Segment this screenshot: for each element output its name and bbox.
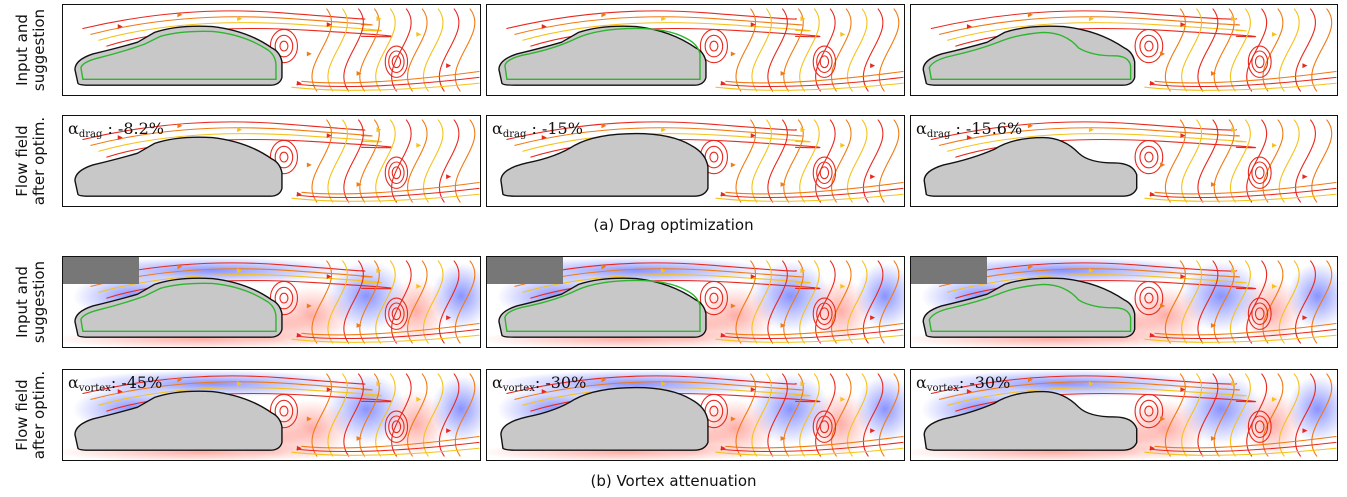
suggestion-outline — [928, 283, 1132, 333]
suggestion-outline — [80, 30, 277, 81]
alpha-vortex-2: αvortex: -30% — [492, 373, 587, 394]
panel-vortex-input-3 — [910, 256, 1338, 348]
row-label-line-2: after optim. — [30, 370, 49, 460]
arrow-markers — [117, 264, 452, 338]
alpha-vortex-1: αvortex: -45% — [68, 373, 163, 394]
row-label-after-vortex: Flow field after optim. — [0, 369, 62, 461]
arrow-markers — [966, 264, 1308, 338]
vorticity-region — [1241, 277, 1303, 345]
car-silhouette — [74, 136, 283, 197]
car-silhouette — [500, 386, 709, 451]
row-label-after-drag: Flow field after optim. — [0, 115, 62, 207]
vorticity-region — [810, 390, 871, 458]
shape-thumbnail-inset — [63, 257, 139, 284]
shape-thumbnail-inset — [487, 257, 563, 284]
alpha-vortex-3: αvortex: -30% — [916, 373, 1011, 394]
flow-field-plot — [911, 257, 1337, 347]
car-silhouette — [74, 390, 283, 451]
alpha-drag-2: αdrag : -15% — [492, 119, 583, 140]
flow-field-plot — [922, 8, 1337, 92]
row-label-input-drag: Input and suggestion — [0, 4, 62, 96]
flow-field-plot — [923, 119, 1337, 203]
row-label-line-1: Input and — [13, 14, 31, 86]
suggestion-outline — [80, 282, 277, 333]
panel-drag-after-2: αdrag : -15% — [486, 115, 905, 207]
streamlines — [506, 260, 904, 344]
flow-field-plot — [487, 257, 904, 347]
row-label-line-1: Flow field — [13, 125, 32, 197]
flow-field-plot — [498, 8, 904, 92]
panel-drag-input-3 — [910, 4, 1338, 96]
streamlines — [930, 260, 1337, 344]
car-silhouette — [923, 136, 1138, 197]
arrow-markers — [117, 377, 452, 451]
arrow-markers — [966, 377, 1308, 451]
alpha-drag-1: αdrag : -8.2% — [68, 119, 164, 140]
arrow-markers — [966, 12, 1308, 86]
panel-vortex-after-3: αvortex: -30% — [910, 369, 1338, 461]
arrow-markers — [966, 123, 1308, 197]
row-label-line-2: suggestion — [30, 8, 48, 92]
flow-field-plot — [74, 8, 480, 92]
panel-vortex-after-2: αvortex: -30% — [486, 369, 905, 461]
streamlines — [930, 8, 1337, 92]
caption-vortex-attenuation: (b) Vortex attenuation — [590, 472, 757, 490]
suggestion-outline — [504, 27, 701, 81]
streamlines — [506, 8, 904, 92]
panel-vortex-input-1 — [62, 256, 481, 348]
car-silhouette — [498, 277, 707, 338]
flow-field-plot — [487, 370, 904, 460]
row-label-line-1: Flow field — [13, 379, 32, 451]
panel-drag-input-1 — [62, 4, 481, 96]
streamlines — [82, 8, 480, 92]
suggestion-outline — [504, 279, 701, 333]
arrow-markers — [117, 123, 452, 197]
car-silhouette — [498, 25, 707, 86]
panel-drag-input-2 — [486, 4, 905, 96]
row-label-input-vortex: Input and suggestion — [0, 256, 62, 348]
row-label-line-1: Input and — [13, 266, 31, 338]
panel-vortex-input-2 — [486, 256, 905, 348]
shape-thumbnail-inset — [911, 257, 987, 284]
arrow-markers — [541, 377, 876, 451]
arrow-markers — [541, 12, 876, 86]
flow-field-plot — [500, 119, 904, 203]
panel-drag-after-3: αdrag : -15.6% — [910, 115, 1338, 207]
flow-field-plot — [74, 119, 480, 203]
vorticity-region — [810, 277, 871, 345]
flow-field-plot — [911, 370, 1337, 460]
panel-vortex-after-1: αvortex: -45% — [62, 369, 481, 461]
arrow-markers — [117, 12, 452, 86]
suggestion-outline — [928, 31, 1132, 81]
car-silhouette — [923, 390, 1138, 451]
car-silhouette — [500, 132, 709, 197]
alpha-drag-3: αdrag : -15.6% — [916, 119, 1023, 140]
caption-drag-optimization: (a) Drag optimization — [593, 216, 754, 234]
car-silhouette — [74, 277, 283, 338]
row-label-line-2: suggestion — [30, 260, 48, 344]
car-silhouette — [922, 25, 1136, 86]
panel-drag-after-1: αdrag : -8.2% — [62, 115, 481, 207]
car-silhouette — [922, 277, 1136, 338]
arrow-markers — [541, 123, 876, 197]
vorticity-region — [1241, 390, 1303, 458]
row-label-line-2: after optim. — [30, 116, 49, 206]
flow-field-plot — [63, 370, 480, 460]
car-silhouette — [74, 25, 283, 86]
